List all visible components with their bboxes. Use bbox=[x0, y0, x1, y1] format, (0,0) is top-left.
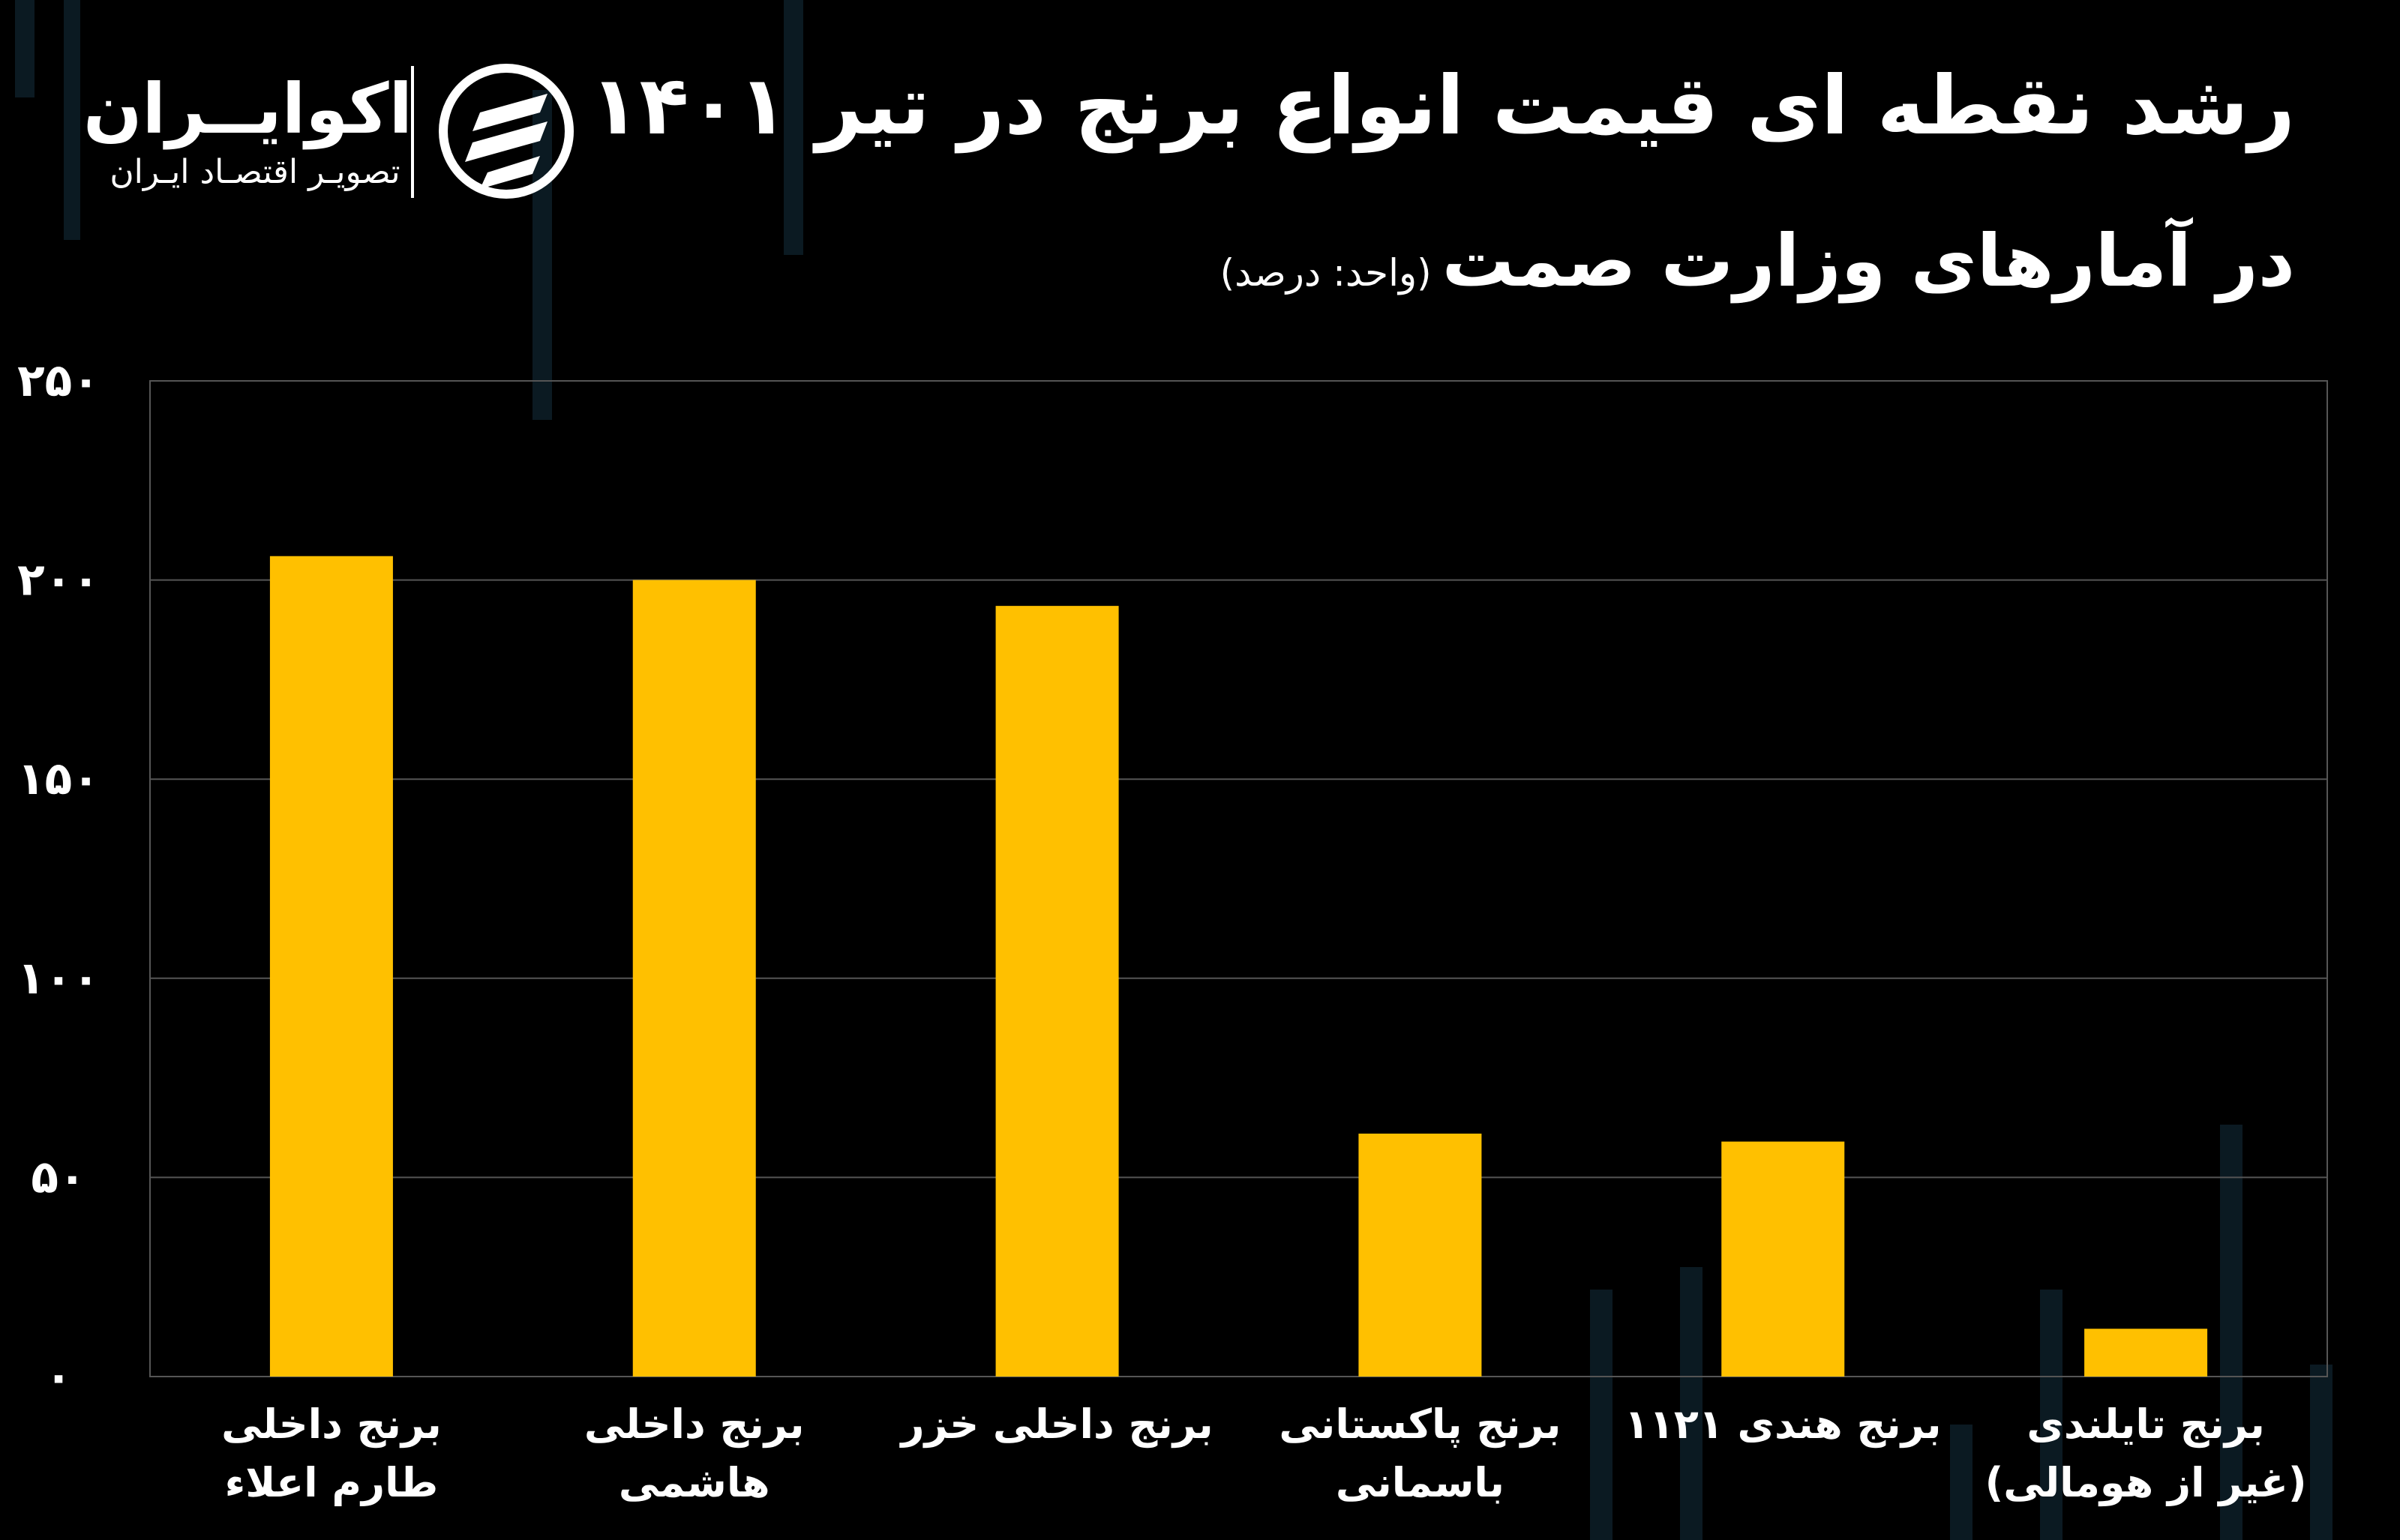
ecoiran-logo-icon bbox=[439, 64, 574, 199]
unit-label: (واحد: درصد) bbox=[1220, 251, 1432, 295]
bar bbox=[995, 606, 1119, 1377]
plot-frame bbox=[149, 380, 2328, 1377]
x-tick-label: برنج داخلی خزر bbox=[899, 1401, 1214, 1448]
brand-tagline: تصویـر اقتصـاد ایـران bbox=[110, 153, 400, 191]
chart-title: رشد نقطه ای قیمت انواع برنج در تیر ۱۴۰۱ bbox=[590, 59, 2295, 153]
chart-subtitle: در آمارهای وزارت صمت bbox=[1442, 219, 2295, 303]
bar bbox=[632, 580, 756, 1377]
x-tick-label: برنج داخلی طارم اعلاء bbox=[221, 1401, 442, 1506]
y-tick-label: ۵۰ bbox=[31, 1151, 86, 1203]
brand-logo: اکوایــران تصویـر اقتصـاد ایـران bbox=[83, 60, 584, 210]
x-tick-label: برنج پاکستانی باسمانی bbox=[1279, 1401, 1561, 1506]
brand-separator bbox=[411, 66, 414, 198]
x-tick-label: برنج هندی ۱۱۲۱ bbox=[1624, 1401, 1942, 1448]
brand-name: اکوایــران bbox=[83, 69, 412, 149]
y-tick-label: ۱۵۰ bbox=[17, 753, 100, 805]
chart-subtitle-row: در آمارهای وزارت صمت(واحد: درصد) bbox=[1220, 225, 2295, 297]
bar bbox=[2084, 1329, 2208, 1377]
y-tick-label: ۲۵۰ bbox=[17, 355, 100, 407]
x-tick-label: برنج تایلندی (غیر از هومالی) bbox=[1985, 1401, 2307, 1506]
bar bbox=[1721, 1141, 1845, 1377]
y-tick-label: ۰ bbox=[45, 1350, 73, 1403]
y-tick-label: ۲۰۰ bbox=[17, 554, 100, 607]
bar bbox=[1358, 1133, 1482, 1377]
x-tick-label: برنج داخلی هاشمی bbox=[584, 1401, 805, 1506]
bar bbox=[269, 556, 393, 1377]
y-tick-label: ۱۰۰ bbox=[17, 952, 100, 1005]
